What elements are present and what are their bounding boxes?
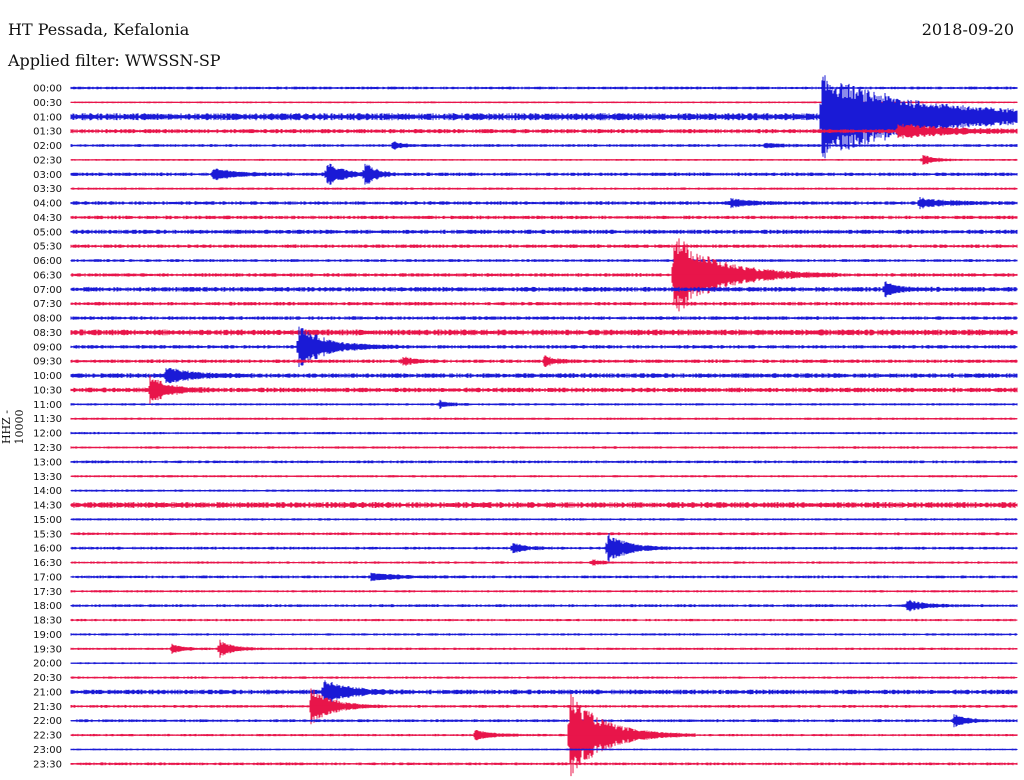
time-tick-label: 05:30 (33, 242, 62, 253)
time-labels: 00:00 00:30 01:00 01:30 02:00 02:30 03:00 03:30… (33, 84, 62, 771)
time-tick-label: 17:00 (33, 572, 62, 583)
station-title: HT Pessada, Kefalonia (8, 20, 190, 39)
time-tick-label: 02:00 (33, 141, 62, 152)
time-tick-label: 09:30 (33, 357, 62, 368)
time-tick-label: 18:00 (33, 601, 62, 612)
time-tick-label: 16:00 (33, 544, 62, 555)
time-tick-label: 03:00 (33, 170, 62, 181)
time-tick-label: 18:30 (33, 616, 62, 627)
time-tick-label: 14:00 (33, 486, 62, 497)
time-tick-label: 04:00 (33, 199, 62, 210)
time-tick-label: 06:00 (33, 256, 62, 267)
time-tick-label: 04:30 (33, 213, 62, 224)
time-tick-label: 20:30 (33, 673, 62, 684)
time-tick-label: 22:00 (33, 716, 62, 727)
traces (70, 75, 1018, 777)
time-tick-label: 14:30 (33, 501, 62, 512)
time-tick-label: 13:00 (33, 457, 62, 468)
time-tick-label: 08:00 (33, 314, 62, 325)
time-tick-label: 00:00 (33, 84, 62, 95)
time-tick-label: 19:00 (33, 630, 62, 641)
time-tick-label: 11:00 (33, 400, 62, 411)
time-tick-label: 21:00 (33, 687, 62, 698)
time-tick-label: 23:30 (33, 759, 62, 770)
time-tick-label: 07:30 (33, 299, 62, 310)
time-tick-label: 02:30 (33, 155, 62, 166)
time-tick-label: 23:00 (33, 745, 62, 756)
time-tick-label: 17:30 (33, 587, 62, 598)
time-tick-label: 21:30 (33, 702, 62, 713)
time-tick-label: 19:30 (33, 644, 62, 655)
time-tick-label: 03:30 (33, 184, 62, 195)
time-tick-label: 15:00 (33, 515, 62, 526)
time-tick-label: 12:30 (33, 443, 62, 454)
time-tick-label: 07:00 (33, 285, 62, 296)
time-tick-label: 15:30 (33, 529, 62, 540)
time-tick-label: 10:30 (33, 385, 62, 396)
time-tick-label: 09:00 (33, 342, 62, 353)
time-tick-label: 16:30 (33, 558, 62, 569)
time-tick-label: 22:30 (33, 731, 62, 742)
time-tick-label: 12:00 (33, 429, 62, 440)
time-tick-label: 11:30 (33, 414, 62, 425)
time-tick-label: 10:00 (33, 371, 62, 382)
time-tick-label: 06:30 (33, 270, 62, 281)
filter-label: Applied filter: WWSSN-SP (8, 51, 221, 70)
time-tick-label: 08:30 (33, 328, 62, 339)
time-tick-label: 00:30 (33, 98, 62, 109)
time-tick-label: 20:00 (33, 659, 62, 670)
record-date: 2018-09-20 (921, 20, 1014, 39)
time-tick-label: 01:30 (33, 127, 62, 138)
time-tick-label: 05:00 (33, 227, 62, 238)
time-tick-label: 01:00 (33, 112, 62, 123)
time-tick-label: 13:30 (33, 472, 62, 483)
